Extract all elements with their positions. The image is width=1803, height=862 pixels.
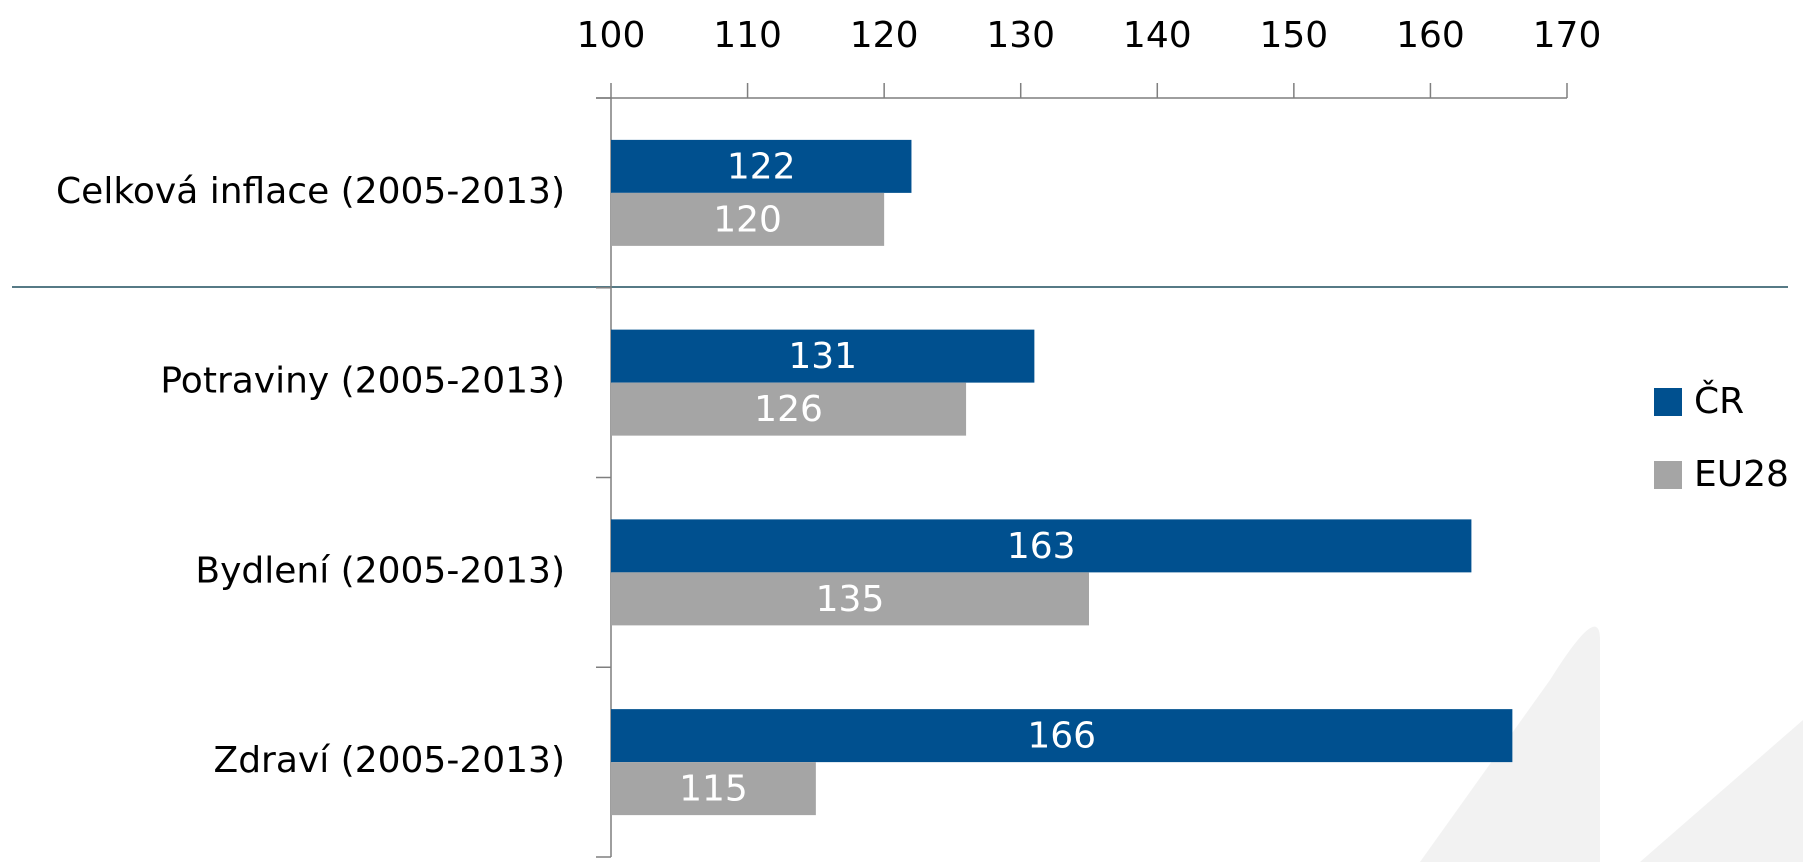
- data-label: 126: [754, 389, 823, 430]
- data-label: 120: [713, 199, 782, 240]
- bar: [611, 572, 1089, 626]
- background-decoration: [1420, 626, 1803, 862]
- data-label: 115: [679, 769, 748, 810]
- legend-label: ČR: [1694, 380, 1744, 422]
- bar: [611, 192, 885, 246]
- y-tick-label: Celková inflace (2005-2013): [56, 171, 565, 212]
- x-tick-label: 100: [577, 15, 646, 56]
- bar: [611, 139, 912, 193]
- x-tick-label: 140: [1123, 15, 1192, 56]
- x-tick-label: 120: [850, 15, 919, 56]
- x-tick-label: 130: [986, 15, 1055, 56]
- data-label: 166: [1027, 716, 1096, 757]
- legend-label: EU28: [1694, 454, 1789, 495]
- bar: [611, 382, 967, 436]
- y-tick-label: Potraviny (2005-2013): [160, 361, 565, 402]
- legend-swatch: [1654, 388, 1682, 416]
- data-label: 135: [816, 579, 885, 620]
- y-tick-label: Bydlení (2005-2013): [195, 550, 565, 591]
- x-tick-label: 170: [1533, 15, 1602, 56]
- legend-swatch: [1654, 461, 1682, 489]
- bar: [611, 519, 1472, 573]
- bar: [611, 329, 1035, 383]
- data-label: 163: [1007, 526, 1076, 567]
- data-label: 122: [727, 146, 796, 187]
- bar: [611, 709, 1513, 763]
- x-tick-label: 160: [1396, 15, 1465, 56]
- x-tick-label: 150: [1259, 15, 1328, 56]
- data-label: 131: [788, 336, 857, 377]
- x-tick-label: 110: [713, 15, 782, 56]
- y-tick-label: Zdraví (2005-2013): [214, 740, 565, 781]
- bar: [611, 762, 816, 816]
